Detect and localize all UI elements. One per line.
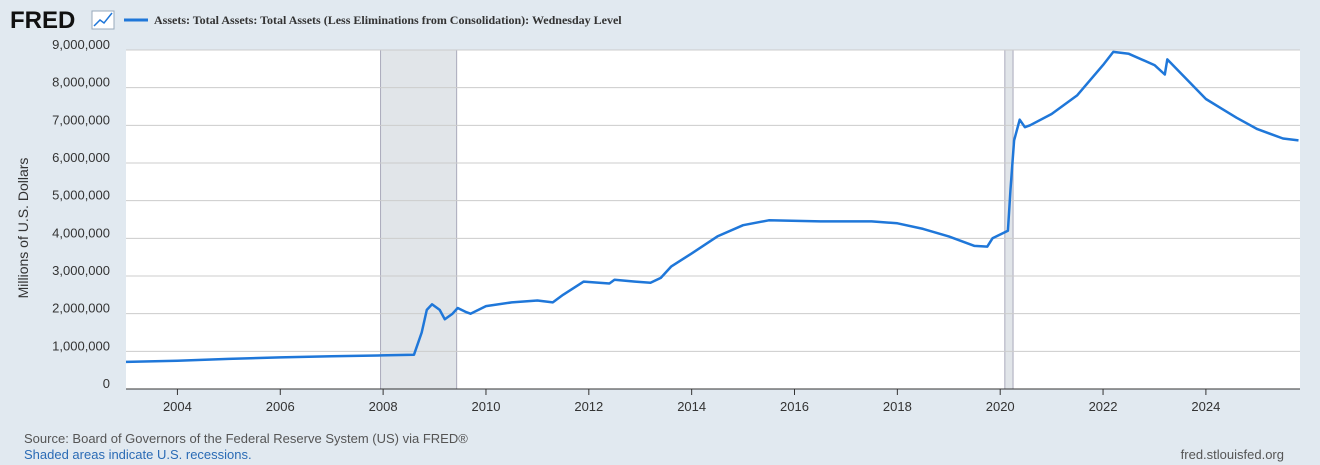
x-tick-label: 2012 — [574, 399, 603, 414]
x-tick-label: 2016 — [780, 399, 809, 414]
data-line — [125, 50, 1299, 364]
x-tick-label: 2020 — [986, 399, 1015, 414]
y-tick-label: 8,000,000 — [52, 75, 110, 90]
y-tick-label: 2,000,000 — [52, 301, 110, 316]
y-tick-label: 9,000,000 — [52, 37, 110, 52]
x-tick-label: 2014 — [677, 399, 706, 414]
plot-area — [126, 50, 1300, 389]
y-tick-label: 0 — [103, 376, 110, 391]
x-tick-label: 2006 — [266, 399, 295, 414]
y-tick-label: 1,000,000 — [52, 338, 110, 353]
brand-logo[interactable]: FRED — [10, 7, 75, 34]
y-axis-label: Millions of U.S. Dollars — [15, 158, 31, 299]
y-tick-label: 4,000,000 — [52, 225, 110, 240]
y-tick-label: 5,000,000 — [52, 188, 110, 203]
x-tick-label: 2024 — [1191, 399, 1220, 414]
source-note: Source: Board of Governors of the Federa… — [24, 431, 468, 446]
x-tick-label: 2022 — [1089, 399, 1118, 414]
y-tick-label: 7,000,000 — [52, 112, 110, 127]
site-link[interactable]: fred.stlouisfed.org — [1181, 447, 1284, 462]
y-tick-label: 6,000,000 — [52, 150, 110, 165]
legend-label[interactable]: Assets: Total Assets: Total Assets (Less… — [154, 13, 622, 27]
x-tick-label: 2018 — [883, 399, 912, 414]
x-tick-label: 2008 — [369, 399, 398, 414]
x-tick-label: 2010 — [472, 399, 501, 414]
x-tick-label: 2004 — [163, 399, 192, 414]
logo-icon — [91, 10, 115, 30]
recession-note[interactable]: Shaded areas indicate U.S. recessions. — [24, 447, 252, 462]
y-tick-label: 3,000,000 — [52, 263, 110, 278]
